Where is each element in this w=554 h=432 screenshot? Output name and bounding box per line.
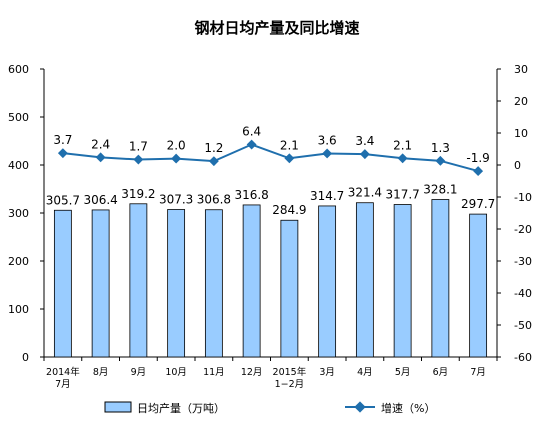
y-left-tick-label: 500 <box>8 111 29 124</box>
line-series <box>57 139 484 177</box>
x-tick-label: 8月 <box>93 367 109 378</box>
line-point <box>322 148 333 159</box>
legend-line-label: 增速（%） <box>381 401 435 415</box>
bar-value-label: 305.7 <box>46 193 80 207</box>
line-point <box>246 139 257 150</box>
bar-value-label: 316.8 <box>234 188 268 202</box>
y-right-tick-label: 30 <box>514 63 528 76</box>
bar <box>355 202 374 358</box>
y-right-tick-label: 20 <box>514 95 528 108</box>
bar <box>53 209 72 358</box>
bar-value-label: 307.3 <box>159 192 193 206</box>
line-point <box>359 149 370 160</box>
bars <box>53 199 488 358</box>
line-value-label: 1.7 <box>129 140 148 154</box>
bar <box>242 204 261 358</box>
y-right-tick-label: -60 <box>514 351 532 364</box>
x-tick-label: 3月 <box>319 367 335 378</box>
x-tick-label: 6月 <box>433 367 449 378</box>
bar-value-label: 284.9 <box>272 203 306 217</box>
line-value-label: 3.7 <box>53 133 72 147</box>
bar-value-label: 321.4 <box>348 186 382 200</box>
bar-value-label: 314.7 <box>310 189 344 203</box>
legend-bar-swatch <box>104 401 132 413</box>
bar <box>280 219 299 358</box>
x-tick-label: 12月 <box>241 367 263 378</box>
line-value-label: 2.1 <box>393 138 412 152</box>
x-tick-label: 11月 <box>203 367 225 378</box>
data-labels: 305.7 306.4 319.2 307.3 306.8 316.8 284.9 314.7… <box>46 125 496 218</box>
line-point <box>397 153 408 164</box>
line-point <box>57 148 68 159</box>
bar <box>167 209 186 358</box>
chart-title: 钢材日均产量及同比增速 <box>194 19 359 37</box>
line-value-label: 6.4 <box>242 125 261 139</box>
line-value-label: 3.4 <box>355 134 374 148</box>
growth-line <box>62 143 479 173</box>
bar-value-label: 317.7 <box>385 188 419 202</box>
x-tick-label: 4月 <box>357 367 373 378</box>
x-tick-label: 2015年 <box>273 366 307 378</box>
line-value-label: 2.1 <box>280 138 299 152</box>
x-tick-label: 9月 <box>131 367 147 378</box>
x-tick-label: 2014年 <box>46 366 80 378</box>
line-point <box>208 156 219 167</box>
line-point <box>133 154 144 165</box>
legend: 日均产量（万吨） 增速（%） <box>104 401 435 415</box>
line-value-label: 2.0 <box>167 139 186 153</box>
y-right-tick-label: -40 <box>514 287 532 300</box>
y-right-tick-label: -30 <box>514 255 532 268</box>
y-right-tick-label: -10 <box>514 191 532 204</box>
bar-value-label: 306.4 <box>83 193 117 207</box>
line-point <box>95 152 106 163</box>
bar-value-label: 306.8 <box>197 193 231 207</box>
bar <box>129 203 148 358</box>
y-left-tick-label: 0 <box>22 351 29 364</box>
axes: 0 100 200 300 400 500 600 -60 -50 -40 -30 -20 -10 0 10… <box>8 63 532 364</box>
bar <box>393 204 412 358</box>
y-right-tick-label: -50 <box>514 319 532 332</box>
bar <box>91 209 110 358</box>
y-left-tick-label: 600 <box>8 63 29 76</box>
legend-line-marker <box>354 401 366 413</box>
bar <box>469 213 488 358</box>
line-point <box>171 153 182 164</box>
bar <box>431 199 450 358</box>
line-value-label: -1.9 <box>466 151 489 165</box>
x-tick-label: 7月 <box>55 379 71 390</box>
bar <box>318 205 337 358</box>
x-tick-label: 7月 <box>470 367 486 378</box>
line-point <box>473 166 484 177</box>
x-tick-label: 5月 <box>395 367 411 378</box>
bar <box>204 209 223 358</box>
y-right-tick-label: 0 <box>514 159 521 172</box>
y-left-tick-label: 100 <box>8 303 29 316</box>
y-left-tick-label: 400 <box>8 159 29 172</box>
y-left-tick-label: 200 <box>8 255 29 268</box>
y-right-tick-label: -20 <box>514 223 532 236</box>
line-point <box>435 155 446 166</box>
line-value-label: 2.4 <box>91 137 110 151</box>
x-tick-label: 10月 <box>165 367 187 378</box>
line-value-label: 1.2 <box>204 141 223 155</box>
legend-bar-label: 日均产量（万吨） <box>137 401 225 415</box>
bar-value-label: 297.7 <box>461 197 495 211</box>
y-left-tick-label: 300 <box>8 207 29 220</box>
bar-value-label: 319.2 <box>121 187 155 201</box>
line-value-label: 1.3 <box>431 141 450 155</box>
line-point <box>284 153 295 164</box>
bar-value-label: 328.1 <box>423 183 457 197</box>
y-right-tick-label: 10 <box>514 127 528 140</box>
line-value-label: 3.6 <box>318 133 337 147</box>
x-tick-label: 1−2月 <box>275 379 305 390</box>
